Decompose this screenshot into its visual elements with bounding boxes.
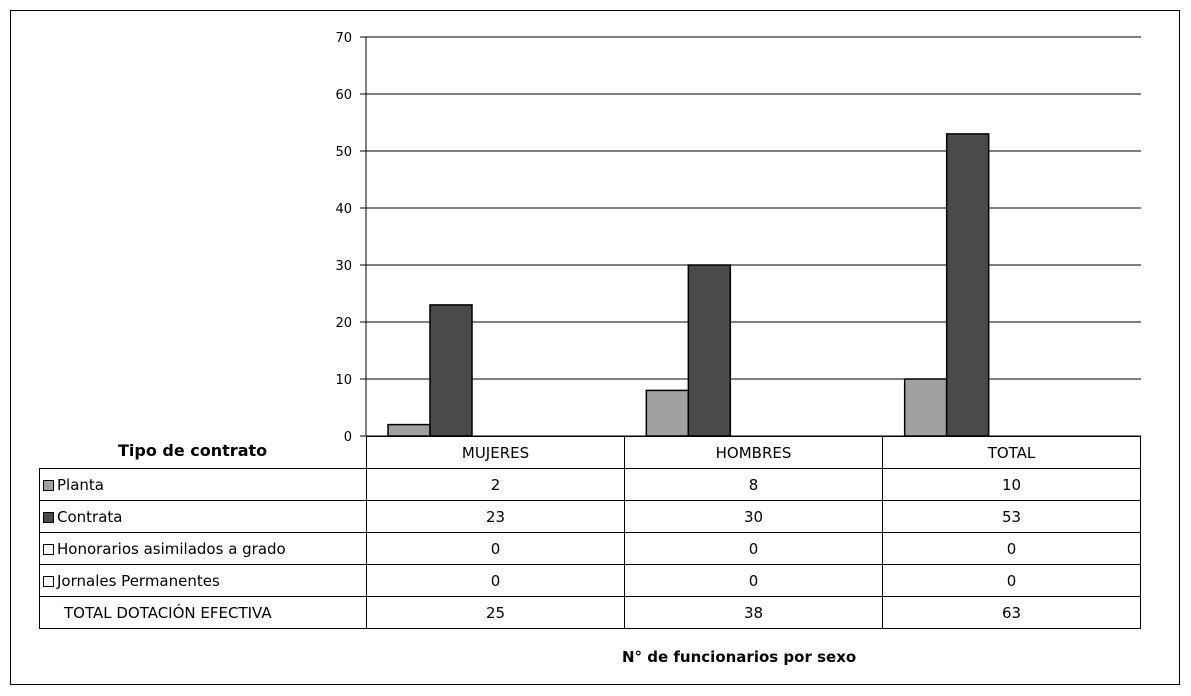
bar-planta-mujeres	[387, 423, 431, 437]
table-cell: 0	[882, 564, 1141, 597]
series-name: Contrata	[57, 507, 123, 526]
bar-planta-total	[903, 378, 948, 437]
y-tick-label: 70	[335, 31, 352, 46]
table-cell: 10	[882, 468, 1141, 501]
y-tick-label: 50	[335, 145, 352, 160]
series-name: Planta	[57, 475, 104, 494]
row-label: Jornales Permanentes	[39, 564, 367, 597]
table-header-row: MUJERES HOMBRES TOTAL	[40, 436, 1141, 469]
table-row-jornales: Jornales Permanentes 0 0 0	[39, 564, 1141, 597]
y-tick-label: 0	[344, 430, 352, 445]
row-label: TOTAL DOTACIÓN EFECTIVA	[39, 596, 367, 629]
table-cell: 8	[624, 468, 883, 501]
series-name: Jornales Permanentes	[57, 571, 220, 590]
legend-swatch-honorarios	[43, 543, 54, 555]
legend-swatch-jornales	[43, 575, 54, 587]
table-cell: 0	[624, 564, 883, 597]
table-cell: 23	[366, 500, 625, 533]
bar-contrata-mujeres	[429, 304, 473, 437]
table-row-total: TOTAL DOTACIÓN EFECTIVA 25 38 63	[39, 596, 1141, 629]
row-label: Contrata	[39, 500, 367, 533]
table-cell: 0	[366, 564, 625, 597]
y-tick-label: 30	[335, 259, 352, 274]
y-tick-label: 20	[335, 316, 352, 331]
x-axis-title: N° de funcionarios por sexo	[622, 648, 857, 666]
table-cell: 0	[624, 532, 883, 565]
row-label: Planta	[39, 468, 367, 501]
bar-contrata-total	[945, 133, 990, 437]
table-row-contrata: Contrata 23 30 53	[39, 500, 1141, 533]
table-cell: 0	[366, 532, 625, 565]
table-cell: 63	[882, 596, 1141, 629]
table-corner	[40, 437, 367, 469]
row-label: Honorarios asimilados a grado	[39, 532, 367, 565]
table-cell: 30	[624, 500, 883, 533]
legend-swatch-planta	[43, 479, 54, 491]
data-table: MUJERES HOMBRES TOTAL Planta 2 8 10 Cont…	[39, 436, 1141, 629]
category-header: MUJERES	[366, 436, 625, 469]
legend-title: Tipo de contrato	[118, 441, 268, 460]
legend-swatch-contrata	[43, 511, 54, 523]
chart-frame	[10, 10, 1180, 685]
y-tick-label: 10	[335, 373, 352, 388]
y-tick-label: 60	[335, 88, 352, 103]
table-cell: 38	[624, 596, 883, 629]
table-cell: 53	[882, 500, 1141, 533]
y-tick-label: 40	[335, 202, 352, 217]
category-header: TOTAL	[882, 436, 1141, 469]
table-row-planta: Planta 2 8 10	[39, 468, 1141, 501]
bar-planta-hombres	[645, 389, 690, 437]
table-row-honorarios: Honorarios asimilados a grado 0 0 0	[39, 532, 1141, 565]
table-cell: 2	[366, 468, 625, 501]
bar-contrata-hombres	[687, 264, 732, 437]
category-header: HOMBRES	[624, 436, 883, 469]
series-name: Honorarios asimilados a grado	[57, 539, 286, 558]
table-cell: 0	[882, 532, 1141, 565]
table-cell: 25	[366, 596, 625, 629]
